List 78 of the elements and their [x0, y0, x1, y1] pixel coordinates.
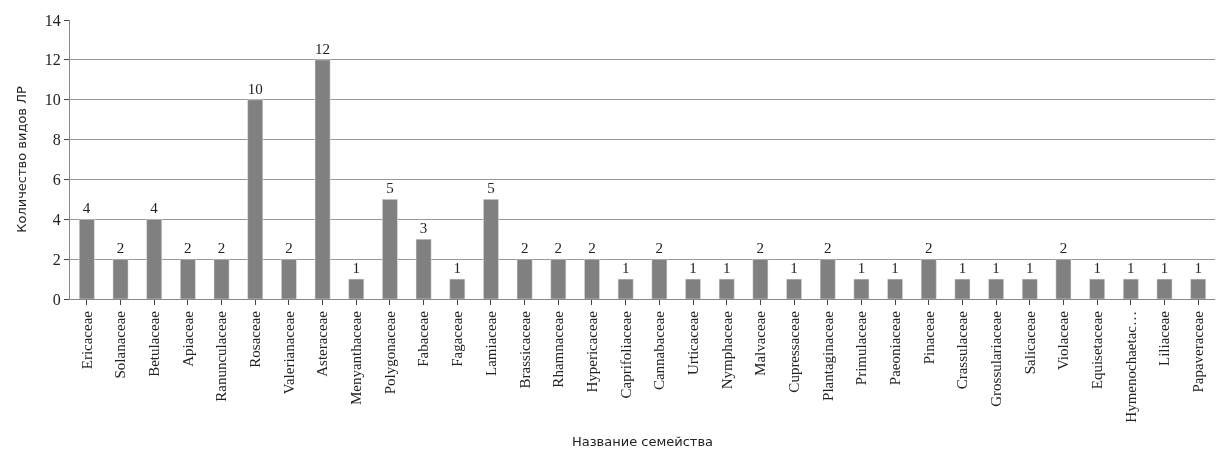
- x-tick-label: Solanaceae: [112, 310, 129, 379]
- y-tick-label: 14: [44, 11, 61, 29]
- x-tick-label: Betulaceae: [146, 310, 163, 377]
- data-label: 1: [958, 260, 967, 277]
- data-label: 2: [1059, 240, 1068, 257]
- data-label: 4: [82, 200, 91, 217]
- data-label: 5: [487, 180, 495, 197]
- data-label: 2: [756, 240, 765, 257]
- data-label: 10: [247, 80, 263, 97]
- data-label: 1: [621, 260, 630, 277]
- data-label: 2: [217, 240, 226, 257]
- y-tick-label: 2: [52, 250, 61, 268]
- y-tick-label: 4: [52, 210, 61, 228]
- y-axis-title: Количество видов ЛР: [13, 86, 29, 233]
- x-tick-label: Primulaceae: [853, 310, 870, 386]
- data-label: 2: [823, 240, 832, 257]
- x-tick-label: Apiaceae: [179, 310, 196, 367]
- y-tick-label: 10: [44, 91, 61, 109]
- x-tick-label: Fagaceae: [449, 310, 466, 367]
- data-label: 1: [1160, 260, 1169, 277]
- x-tick-label: Equisetaceae: [1089, 310, 1106, 390]
- x-tick-label: Ranunculaceae: [213, 310, 230, 402]
- x-tick-label: Menyanthaceae: [348, 310, 365, 406]
- data-label: 1: [722, 260, 731, 277]
- x-tick-label: Hypericaceae: [583, 310, 600, 393]
- data-label: 1: [1026, 260, 1034, 277]
- data-label: 5: [386, 180, 394, 197]
- x-tick-label: Fabaceae: [415, 310, 432, 367]
- data-label: 1: [1194, 260, 1202, 277]
- x-tick-label: Lamiaceae: [482, 310, 499, 376]
- y-tick-label: 6: [52, 171, 61, 189]
- x-tick-label: Hymenochaetac…: [1122, 311, 1139, 423]
- data-label: 2: [116, 240, 125, 257]
- x-tick-label: Cannabaceae: [651, 310, 668, 391]
- x-tick-label: Cupressaceae: [785, 310, 802, 393]
- x-tick-label: Caprifoliaceae: [617, 310, 634, 399]
- x-tick-label: Asteraceae: [314, 310, 331, 377]
- x-tick-label: Violaceae: [1055, 310, 1072, 371]
- data-label: 1: [891, 260, 899, 277]
- x-tick-label: Salicaceae: [1021, 310, 1038, 375]
- data-label: 2: [925, 240, 933, 257]
- data-label: 2: [520, 240, 529, 257]
- y-tick-label: 0: [52, 290, 61, 308]
- data-label: 1: [453, 260, 462, 277]
- x-tick-label: Rosaceae: [247, 310, 264, 368]
- data-label: 3: [419, 220, 428, 237]
- data-label: 4: [150, 200, 159, 217]
- data-label: 1: [1127, 260, 1135, 277]
- x-axis-title: Название семейства: [571, 434, 714, 450]
- x-tick-label: Pinaceae: [920, 310, 937, 365]
- x-tick-label: Grossulariaceae: [987, 310, 1004, 407]
- x-tick-label: Valerianaceae: [280, 310, 297, 395]
- x-tick-label: Polygonaceae: [381, 310, 398, 395]
- x-tick-label: Malvaceae: [752, 310, 769, 376]
- data-label: 2: [655, 240, 664, 257]
- data-label: 1: [790, 260, 798, 277]
- x-tick-label: Ericaceae: [78, 310, 95, 370]
- y-tick-label: 8: [52, 131, 61, 149]
- x-tick-label: Crassulaceae: [954, 310, 971, 390]
- x-tick-label: Paeoniaceae: [886, 310, 903, 386]
- x-tick-label: Rhamnaceae: [550, 310, 567, 388]
- data-label: 12: [315, 40, 331, 57]
- data-label: 1: [857, 260, 866, 277]
- x-tick-label: Plantaginaceae: [819, 310, 836, 401]
- data-label: 1: [352, 260, 360, 277]
- y-tick-label: 12: [44, 51, 61, 69]
- data-label: 1: [689, 260, 697, 277]
- x-tick-label: Urticaceae: [684, 310, 701, 376]
- x-tick-label: Liliaceae: [1156, 310, 1173, 366]
- data-label: 2: [285, 240, 293, 257]
- data-label: 2: [554, 240, 563, 257]
- x-tick-label: Brassicaceae: [516, 310, 533, 389]
- data-label: 2: [184, 240, 192, 257]
- data-label: 1: [1093, 260, 1101, 277]
- data-label: 1: [992, 260, 1000, 277]
- data-label: 2: [588, 240, 596, 257]
- x-tick-label: Papaveraceae: [1190, 310, 1207, 393]
- x-tick-label: Nymphaceae: [718, 310, 735, 390]
